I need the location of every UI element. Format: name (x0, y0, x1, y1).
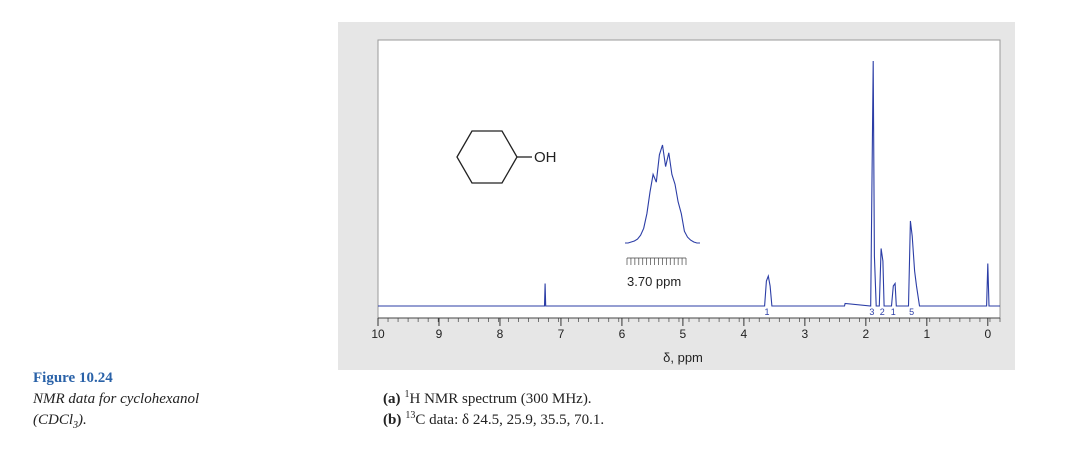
x-tick-label: 1 (923, 327, 930, 341)
caption-part: ). (77, 412, 87, 428)
note: (a) 1H NMR spectrum (300 MHz). (383, 389, 592, 407)
integral-label: 5 (909, 307, 914, 317)
inset-spectrum (625, 144, 700, 244)
figure-caption: NMR data for cyclohexanol (32, 391, 199, 407)
x-tick-label: 7 (558, 327, 565, 341)
spectrum (378, 60, 1000, 307)
x-tick-label: 6 (619, 327, 626, 341)
x-tick-label: 4 (741, 327, 748, 341)
subscript: 3 (72, 420, 78, 431)
note-text: C data: δ 24.5, 25.9, 35.5, 70.1. (415, 412, 604, 428)
inset-annotation: 3.70 ppm (627, 274, 681, 289)
structure (456, 130, 532, 184)
integral-label: 1 (765, 307, 770, 317)
superscript: 1 (405, 389, 410, 400)
superscript: 13 (405, 410, 415, 421)
x-tick-label: 8 (497, 327, 504, 341)
figure-caption: (CDCl3). (33, 412, 87, 431)
integral-label: 2 (880, 307, 885, 317)
structure-label: OH (534, 149, 557, 166)
note-label: (b) (383, 412, 401, 428)
x-tick-label: 10 (371, 327, 385, 341)
note-text: H NMR spectrum (300 MHz). (410, 391, 592, 407)
note-label: (a) (383, 391, 401, 407)
x-tick-label: 9 (436, 327, 443, 341)
integral-label: 1 (891, 307, 896, 317)
x-axis-label: δ, ppm (663, 350, 703, 365)
plot-area (377, 39, 1001, 319)
caption-part: (CDCl (33, 412, 73, 428)
integral-label: 3 (869, 307, 874, 317)
x-tick-label: 3 (802, 327, 809, 341)
x-tick-label: 0 (984, 327, 991, 341)
x-tick-label: 5 (680, 327, 687, 341)
x-tick-label: 2 (862, 327, 869, 341)
figure-label: Figure 10.24 (33, 370, 113, 386)
note: (b) 13C data: δ 24.5, 25.9, 35.5, 70.1. (383, 410, 604, 428)
